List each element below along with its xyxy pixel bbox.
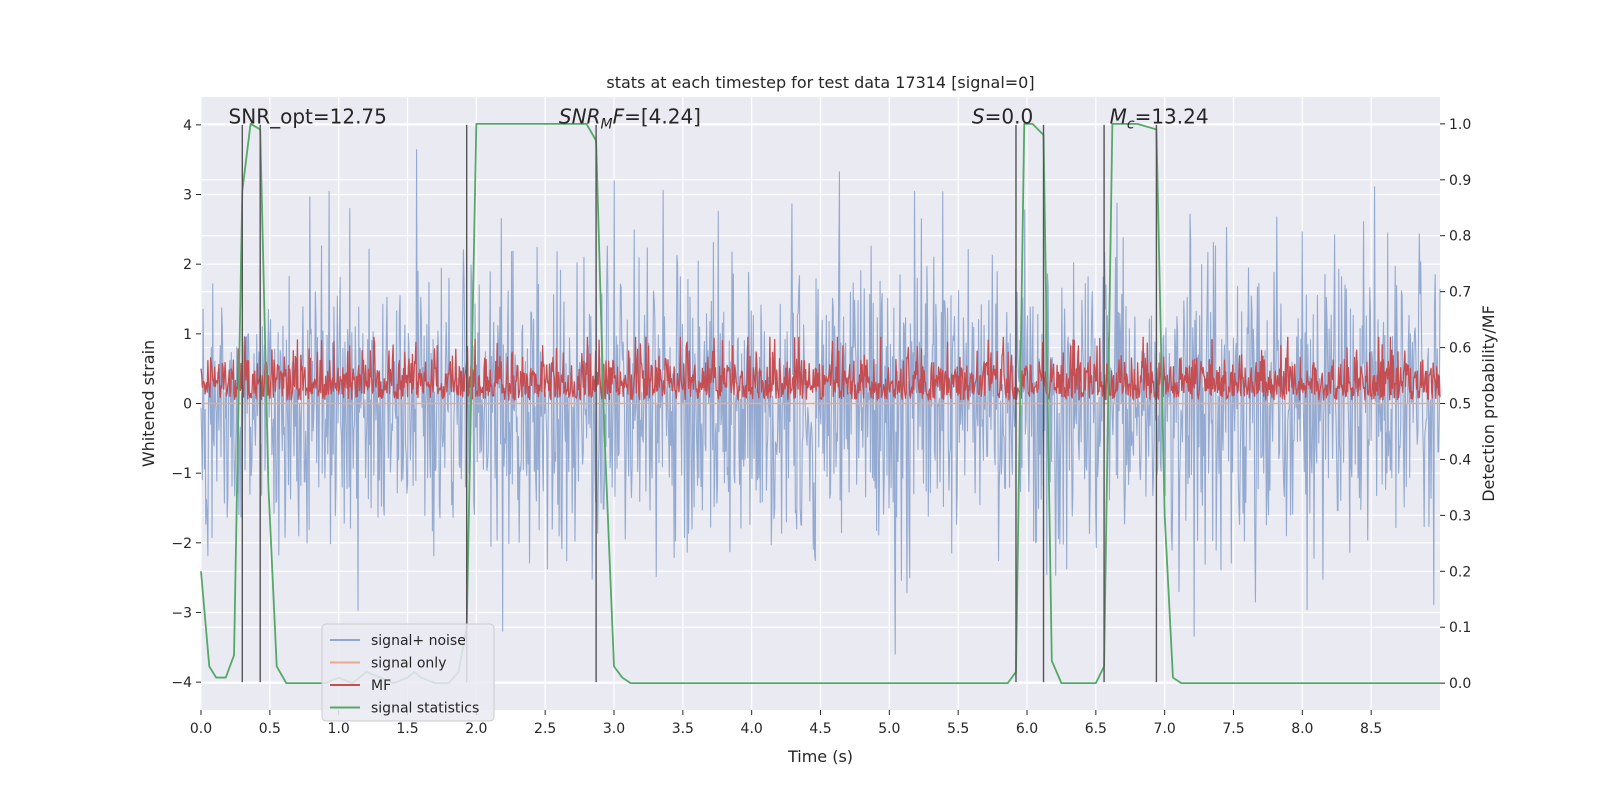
- x-tick-label: 8.5: [1360, 721, 1382, 737]
- series-mf: [200, 336, 1441, 401]
- y2-tick-label: 0.0: [1449, 676, 1471, 692]
- legend-label: signal statistics: [371, 701, 479, 717]
- y2-tick-label: 0.8: [1449, 229, 1471, 245]
- y-tick-label: 4: [183, 118, 192, 134]
- x-tick-label: 3.0: [603, 721, 625, 737]
- series-layer: [200, 122, 1441, 685]
- y-tick-label: −4: [171, 675, 192, 691]
- y2-tick-label: 0.2: [1449, 564, 1471, 580]
- y2-tick-label: 0.3: [1449, 508, 1471, 524]
- series-signal-noise: [200, 149, 1441, 655]
- y2-tick-label: 0.1: [1449, 620, 1471, 636]
- vertical-markers: [241, 124, 1158, 683]
- y-tick-label: 2: [183, 257, 192, 273]
- y-tick-label: 3: [183, 188, 192, 204]
- x-tick-label: 0.0: [190, 721, 212, 737]
- y2-tick-label: 0.9: [1449, 173, 1471, 189]
- x-tick-label: 5.5: [947, 721, 969, 737]
- y2-tick-label: 1.0: [1449, 117, 1471, 133]
- chart-title: stats at each timestep for test data 173…: [606, 73, 1034, 92]
- x-tick-label: 3.5: [672, 721, 694, 737]
- x-tick-label: 2.0: [465, 721, 487, 737]
- y2-tick-label: 0.4: [1449, 452, 1471, 468]
- y-tick-label: −1: [171, 466, 192, 482]
- x-tick-label: 4.5: [809, 721, 831, 737]
- legend-label: signal+ noise: [371, 633, 466, 649]
- legend-box: [321, 623, 495, 722]
- y-tick-label: 1: [183, 327, 192, 343]
- x-tick-label: 7.0: [1154, 721, 1176, 737]
- y2-tick-label: 0.6: [1449, 341, 1471, 357]
- x-tick-label: 1.0: [328, 721, 350, 737]
- annotations: SNR_opt=12.75 SNRMF=[4.24] S=0.0 Mc=13.24: [229, 104, 1209, 132]
- y2-tick-label: 0.7: [1449, 285, 1471, 301]
- annotation-label: SNR_opt=12.75: [229, 104, 387, 128]
- x-tick-label: 8.0: [1291, 721, 1313, 737]
- y-axis-label: Whitened strain: [139, 340, 158, 467]
- x-tick-label: 0.5: [259, 721, 281, 737]
- axes: 0.0 0.5 1.0 1.5 2.0 2.5 3.0 3.5 4.0 4.5 5.0 5.5 6.0 6…: [171, 117, 1471, 737]
- x-tick-label: 4.0: [741, 721, 763, 737]
- annotation-label: SNRMF=[4.24]: [559, 104, 701, 132]
- legend: signal+ noise signal only MF signal statist…: [321, 623, 495, 722]
- y-tick-label: −2: [171, 536, 192, 552]
- y2-axis-label: Detection probability/MF: [1479, 305, 1498, 502]
- series-signal-statistics: [200, 122, 1440, 685]
- x-tick-label: 6.0: [1016, 721, 1038, 737]
- x-tick-label: 5.0: [878, 721, 900, 737]
- x-tick-label: 6.5: [1085, 721, 1107, 737]
- legend-label: signal only: [371, 656, 446, 672]
- x-tick-label: 7.5: [1222, 721, 1244, 737]
- legend-label: MF: [371, 678, 391, 694]
- y-tick-label: 0: [183, 397, 192, 413]
- annotation-label: S=0.0: [972, 104, 1033, 128]
- annotation-label: Mc=13.24: [1110, 104, 1209, 132]
- x-axis-label: Time (s): [787, 747, 853, 766]
- x-tick-label: 1.5: [396, 721, 418, 737]
- x-tick-label: 2.5: [534, 721, 556, 737]
- y2-tick-label: 0.5: [1449, 397, 1471, 413]
- y-tick-label: −3: [171, 605, 192, 621]
